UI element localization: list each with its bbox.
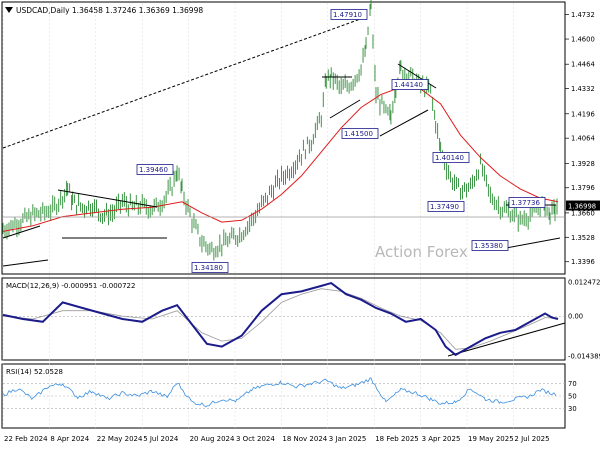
price-series: [2, 0, 558, 261]
y-tick-label: 1.3660: [571, 209, 595, 217]
wedge-upper-line: [397, 63, 437, 89]
wedge-lower-line: [379, 109, 429, 137]
rsi-line: [2, 377, 557, 408]
x-tick-label: 19 May 2025: [468, 435, 514, 443]
y-tick-label: 1.4600: [571, 36, 595, 44]
macd-title: MACD(12,26,9) -0.000951 -0.000722: [6, 282, 135, 290]
price-annotation-box: [136, 164, 174, 175]
macd-line: [2, 282, 559, 357]
y-tick-label: 1.3796: [571, 184, 595, 192]
rsi-tick-label: 50: [568, 393, 577, 401]
price-annotation-box: [391, 79, 429, 90]
x-tick-label: 20 Aug 2024: [190, 435, 235, 443]
y-tick-label: 1.4332: [571, 85, 595, 93]
price-annotation-label: 1.35380: [474, 242, 503, 250]
price-annotation-box: [432, 152, 470, 163]
down-triangle-icon[interactable]: [5, 7, 13, 13]
current-price-badge: [566, 200, 600, 211]
price-annotation-box: [341, 128, 379, 139]
macd-series: [2, 282, 565, 357]
long-term-trendline: [2, 16, 367, 149]
macd-pane-frame: [1, 277, 566, 361]
x-tick-label: 3 Oct 2024: [236, 435, 275, 443]
y-tick-label: 1.4464: [571, 61, 595, 69]
triangle-upper-line: [57, 189, 158, 208]
price-annotation-box: [330, 9, 368, 20]
price-annotation-box: [427, 201, 465, 212]
y-tick-label: 1.4196: [571, 110, 595, 118]
range-lower-line: [505, 237, 561, 249]
x-tick-label: 8 Apr 2024: [50, 435, 89, 443]
ma-line: [2, 86, 559, 232]
moving-average: [2, 86, 559, 232]
x-tick-label: 2 Jul 2025: [514, 435, 549, 443]
price-annotation-box: [471, 240, 509, 251]
price-annotation-label: 1.39460: [139, 166, 168, 174]
grid: [2, 3, 514, 428]
macd-signal-line: [2, 288, 559, 350]
price-annotation-box: [508, 197, 546, 208]
price-annotation-label: 1.37490: [430, 203, 459, 211]
price-annotation-label: 1.34180: [194, 264, 223, 272]
rsi-tick-label: 30: [568, 405, 577, 413]
channel-line: [2, 259, 49, 267]
axis-labels: 22 Feb 2024 8 Apr 2024 22 May 2024 5 Jul 20…: [4, 11, 600, 443]
price-annotation-label: 1.44140: [394, 81, 423, 89]
x-tick-label: 18 Nov 2024: [282, 435, 327, 443]
macd-tick-label: 0.00: [568, 313, 583, 321]
chart-title: USDCAD,Daily 1.36458 1.37246 1.36369 1.3…: [16, 6, 203, 15]
price-annotation-label: 1.37736: [511, 199, 540, 207]
x-tick-label: 22 May 2024: [97, 435, 143, 443]
price-pane-frame: [1, 1, 566, 275]
y-tick-label: 1.3928: [571, 160, 595, 168]
price-annotation-label: 1.41500: [344, 130, 373, 138]
x-tick-label: 22 Feb 2024: [4, 435, 48, 443]
macd-tick-label: 0.012472: [568, 278, 600, 286]
y-tick-label: 1.4732: [571, 11, 595, 19]
rsi-series: [2, 377, 565, 409]
y-tick-label: 1.4064: [571, 135, 595, 143]
y-tick-label: 1.3396: [571, 258, 595, 266]
price-annotation-box: [191, 262, 229, 273]
rsi-tick-label: 70: [568, 380, 577, 388]
macd-trendline: [447, 322, 566, 357]
channel-line: [2, 225, 41, 239]
y-tick-label: 1.3528: [571, 234, 595, 242]
current-price-label: 1.36998: [568, 203, 596, 211]
watermark: Action Forex: [375, 243, 468, 261]
x-tick-label: 5 Jul 2024: [143, 435, 179, 443]
rsi-title: RSI(14) 52.0528: [6, 368, 63, 376]
x-tick-label: 18 Feb 2025: [375, 435, 419, 443]
trendlines: [2, 16, 566, 357]
x-tick-label: 3 Apr 2025: [422, 435, 461, 443]
range-line: [329, 99, 361, 119]
price-annotation-label: 1.47910: [333, 11, 362, 19]
macd-tick-label: -0.014389: [568, 352, 600, 360]
x-tick-label: 3 Jan 2025: [329, 435, 367, 443]
price-annotation-label: 1.40140: [435, 154, 464, 162]
price-annotations: 1.47910 1.44140 1.41500 1.40140 1.39460 1.374…: [136, 9, 546, 273]
